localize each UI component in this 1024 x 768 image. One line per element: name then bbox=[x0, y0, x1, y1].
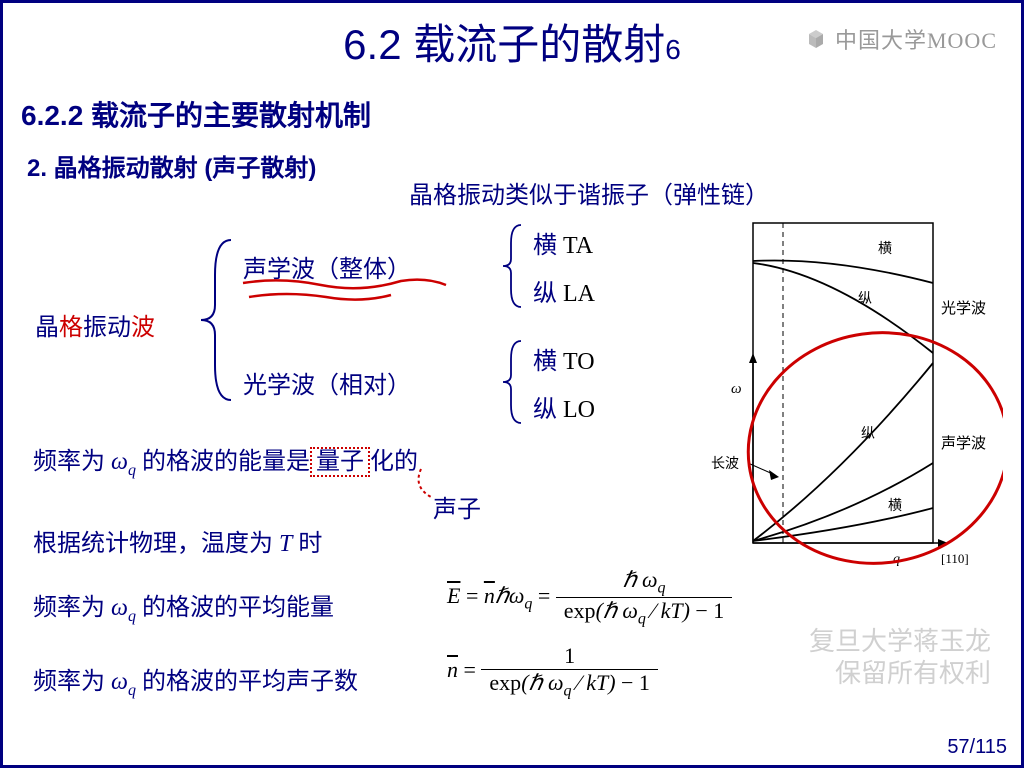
to-label: 横 TO bbox=[533, 341, 595, 376]
svg-text:[110]: [110] bbox=[941, 551, 969, 566]
vibration-label: 晶格振动波 bbox=[35, 307, 155, 342]
equation-avg-energy: E = nℏωq = ℏ ωq exp(ℏ ωq ⁄ kT) − 1 bbox=[447, 567, 732, 629]
brace-left bbox=[193, 235, 239, 405]
cube-icon bbox=[803, 28, 829, 50]
logo-text: 中国大学MOOC bbox=[835, 23, 997, 55]
optical-label: 光学波（相对） bbox=[243, 365, 411, 400]
title-main: 6.2 载流子的散射 bbox=[343, 21, 665, 68]
stat-line: 根据统计物理，温度为 T 时 bbox=[33, 523, 322, 558]
section-heading: 6.2.2 载流子的主要散射机制 bbox=[21, 94, 1021, 134]
la-label: 纵 LA bbox=[533, 273, 595, 308]
mooc-logo: 中国大学MOOC bbox=[803, 23, 997, 55]
svg-text:横: 横 bbox=[888, 498, 902, 514]
svg-text:纵: 纵 bbox=[861, 426, 875, 442]
svg-text:长波: 长波 bbox=[711, 456, 739, 472]
svg-text:光学波: 光学波 bbox=[941, 300, 986, 317]
brace-acoustic bbox=[497, 221, 527, 311]
page-number: 57/115 bbox=[947, 736, 1007, 759]
svg-text:纵: 纵 bbox=[858, 291, 872, 307]
avg-phonon-line: 频率为 ωq 的格波的平均声子数 bbox=[33, 661, 358, 700]
svg-text:q: q bbox=[893, 552, 900, 567]
avg-energy-line: 频率为 ωq 的格波的平均能量 bbox=[33, 587, 334, 626]
svg-text:声学波: 声学波 bbox=[941, 434, 986, 452]
svg-text:ω: ω bbox=[731, 381, 742, 397]
dispersion-diagram: 横 纵 光学波 纵 声学波 横 长波 ω q [110] bbox=[703, 213, 1003, 583]
lo-label: 纵 LO bbox=[533, 389, 595, 424]
quantized-line: 频率为 ωq 的格波的能量是量子化的 bbox=[33, 441, 418, 480]
title-sub: 6 bbox=[665, 34, 681, 65]
brace-optical bbox=[497, 337, 527, 427]
ta-label: 横 TA bbox=[533, 225, 593, 260]
phonon-label: 声子 bbox=[433, 489, 481, 524]
watermark-line2: 保留所有权利 bbox=[835, 653, 991, 690]
svg-text:横: 横 bbox=[878, 241, 892, 257]
red-underline bbox=[241, 275, 451, 305]
subheading-right: 晶格振动类似于谐振子（弹性链） bbox=[409, 175, 769, 210]
equation-avg-phonon: n = 1 exp(ℏ ωq ⁄ kT) − 1 bbox=[447, 643, 658, 700]
